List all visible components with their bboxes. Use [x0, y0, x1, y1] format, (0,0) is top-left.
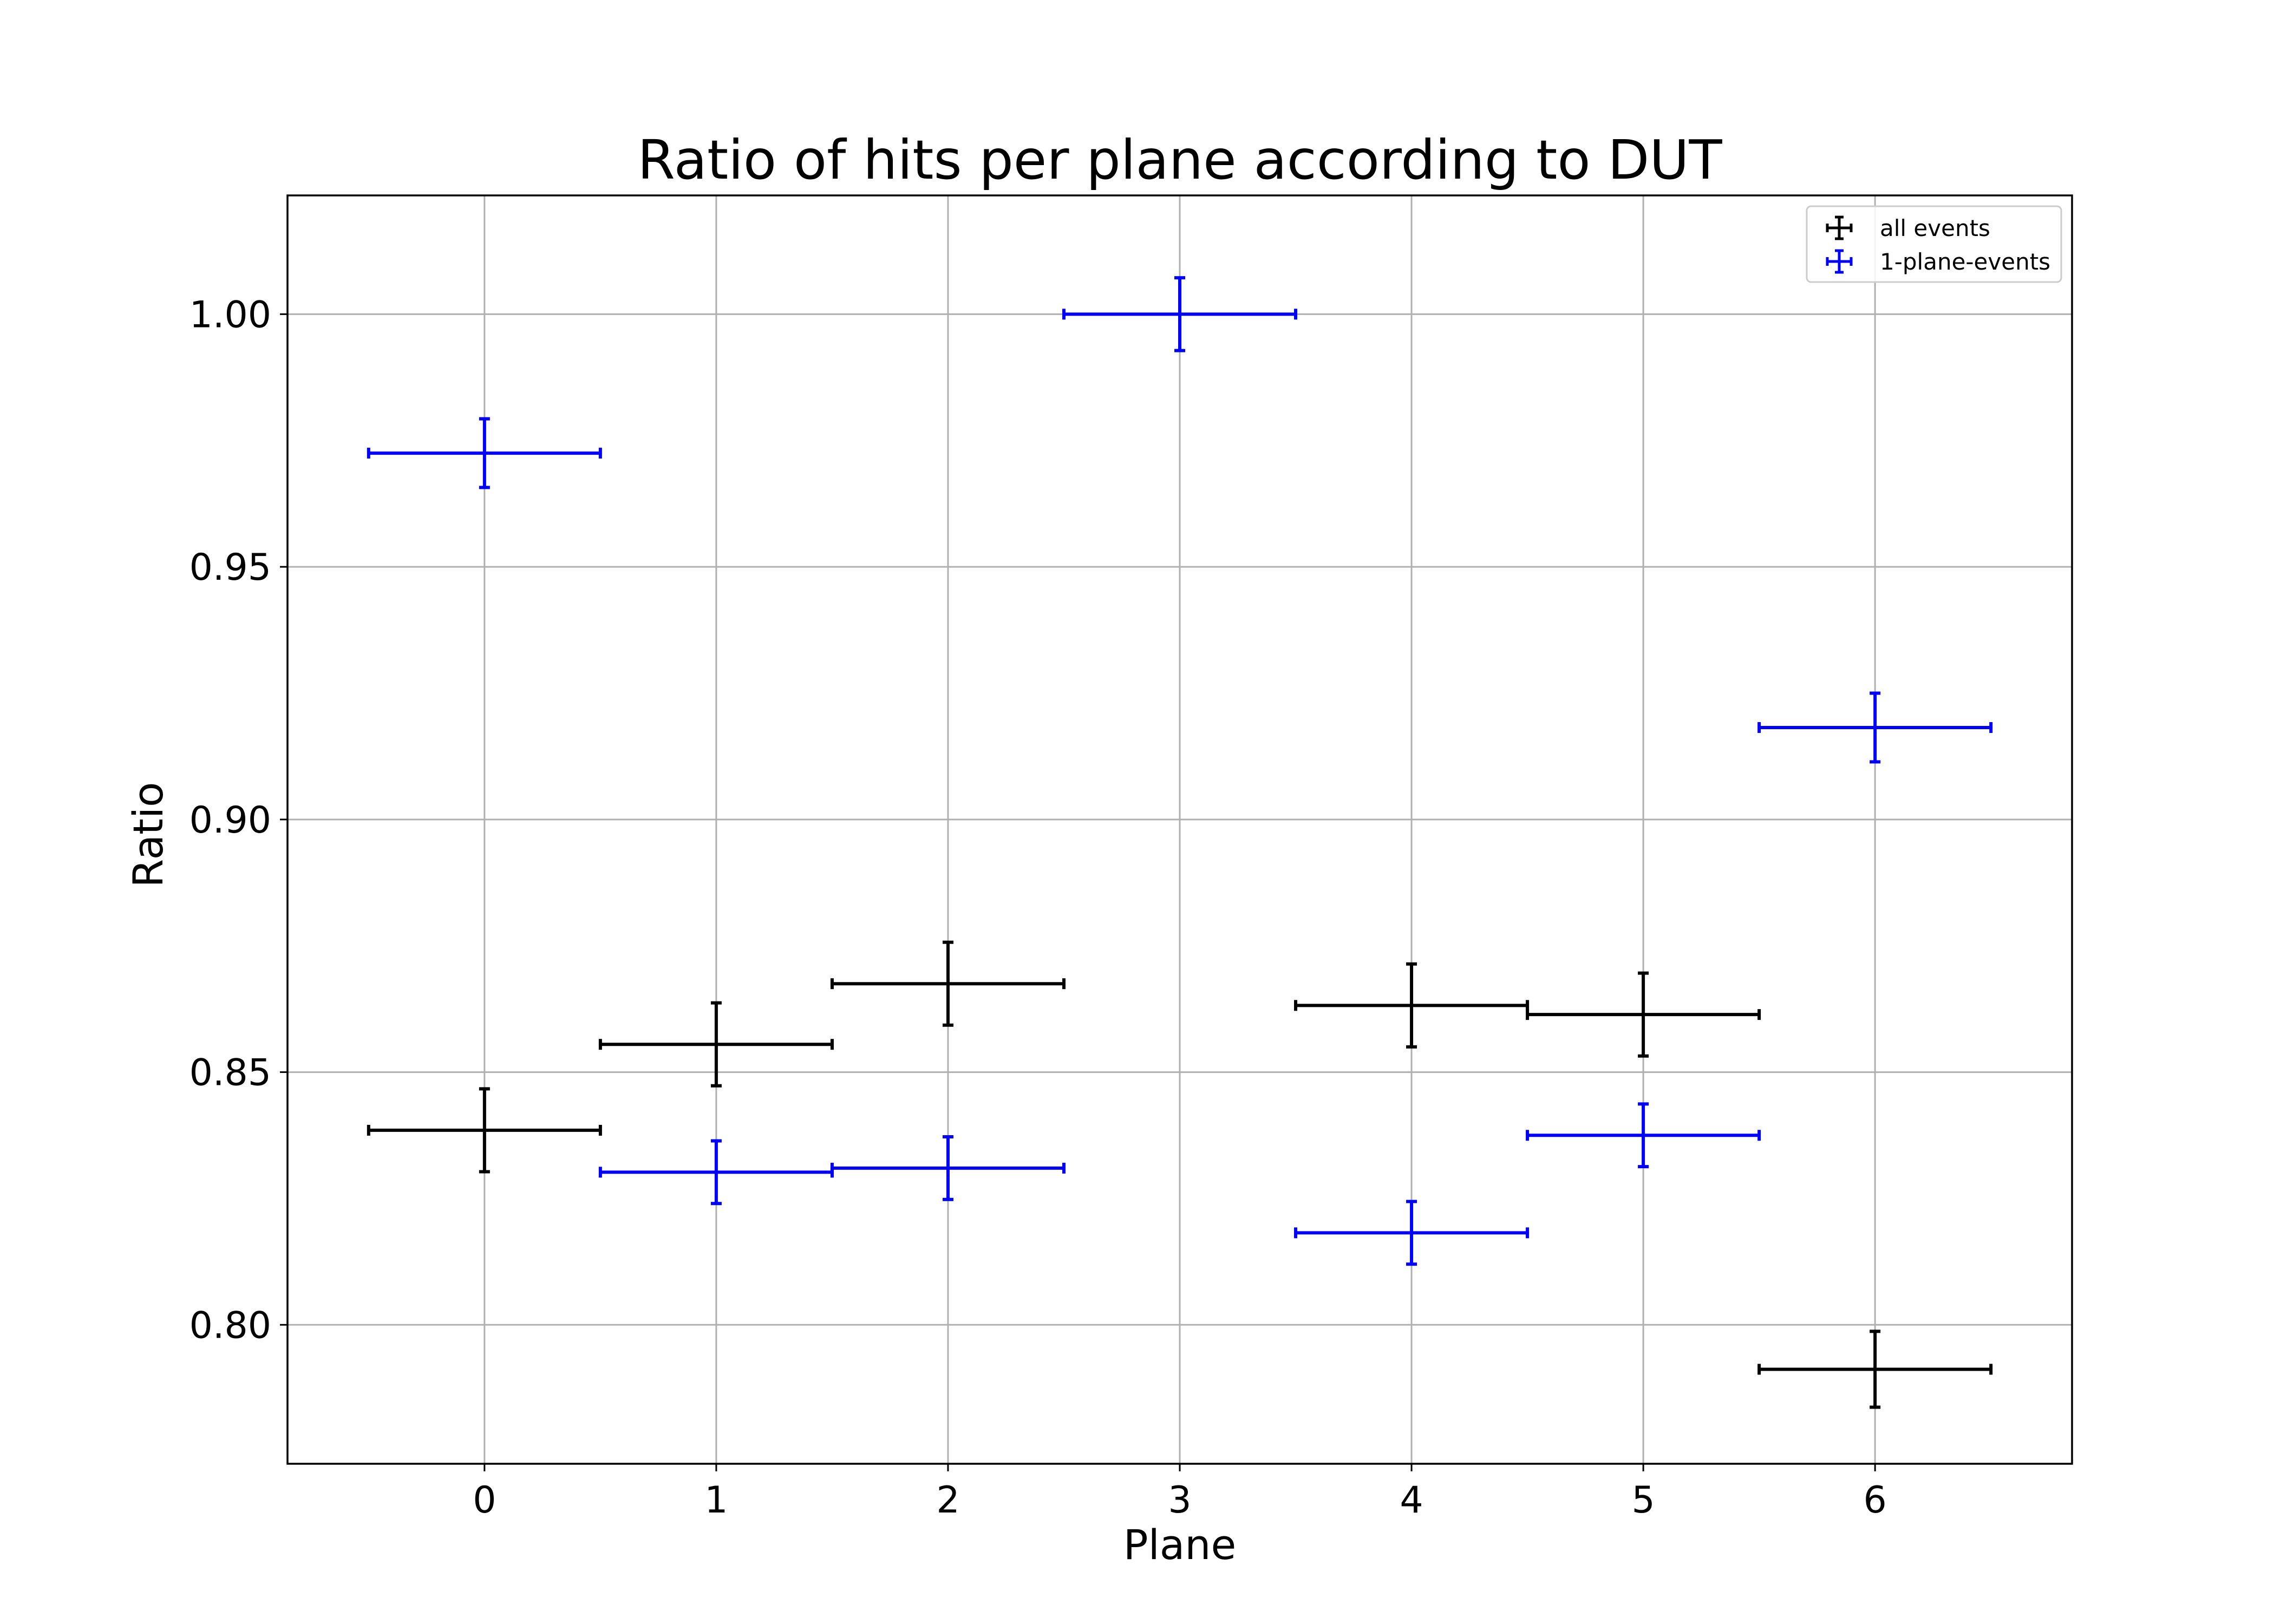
x-tick-label: 5 — [1631, 1479, 1655, 1522]
y-tick-label: 0.90 — [190, 799, 271, 842]
x-tick-label: 6 — [1864, 1479, 1887, 1522]
y-tick-label: 0.95 — [190, 546, 271, 589]
legend-label: 1-plane-events — [1880, 248, 2050, 275]
y-axis-label: Ratio — [124, 782, 172, 887]
data-point — [1294, 962, 1530, 1049]
series-all-events — [367, 940, 1993, 1409]
legend-item: all events — [1826, 215, 1990, 241]
data-point — [1526, 971, 1761, 1058]
legend-item: 1-plane-events — [1826, 248, 2050, 275]
chart-title: Ratio of hits per plane according to DUT — [637, 128, 1722, 192]
data-point — [598, 1139, 834, 1206]
ticks: 0 1 2 3 4 5 6 0.80 0.85 0.90 0.95 1.00 — [190, 293, 1887, 1522]
x-tick-label: 0 — [473, 1479, 496, 1522]
data-point — [1757, 1330, 1993, 1409]
y-tick-label: 0.85 — [190, 1052, 271, 1095]
y-tick-label: 1.00 — [190, 293, 271, 336]
data-point — [830, 940, 1066, 1027]
y-tick-label: 0.80 — [190, 1304, 271, 1347]
x-axis-label: Plane — [1123, 1521, 1236, 1569]
data-point — [598, 1001, 834, 1088]
data-point — [1062, 276, 1298, 352]
data-point — [1526, 1102, 1761, 1169]
data-point — [367, 1087, 602, 1174]
legend-box — [1806, 205, 2062, 283]
x-tick-label: 3 — [1168, 1479, 1191, 1522]
data-point — [1294, 1200, 1530, 1266]
data-point — [830, 1135, 1066, 1201]
x-tick-label: 2 — [936, 1479, 959, 1522]
grid — [287, 195, 2072, 1464]
data-point — [367, 417, 602, 489]
series-1-plane-events — [367, 276, 1993, 1266]
x-tick-label: 1 — [704, 1479, 728, 1522]
data-point — [1757, 691, 1993, 764]
legend: all events 1-plane-events — [1806, 205, 2062, 283]
x-tick-label: 4 — [1400, 1479, 1423, 1522]
legend-label: all events — [1880, 215, 1990, 241]
data-marks — [367, 276, 1993, 1409]
